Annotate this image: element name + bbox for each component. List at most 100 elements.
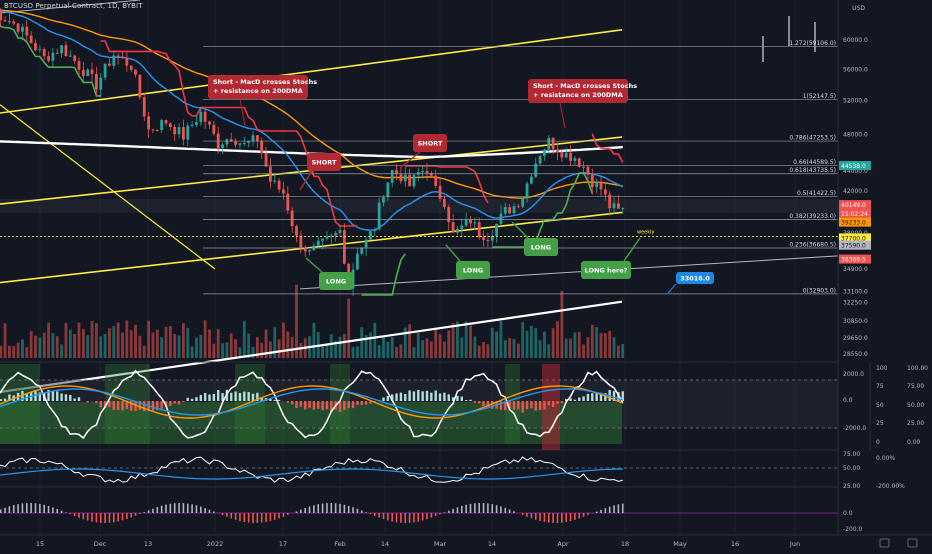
volume-bar <box>330 334 333 358</box>
osc3-histogram-bar <box>526 513 528 517</box>
volume-bar <box>339 337 342 358</box>
volume-bar <box>395 347 398 358</box>
volume-bar <box>60 345 63 358</box>
osc3-histogram-bar <box>104 513 106 523</box>
candle-body <box>265 153 268 166</box>
candle-body <box>574 158 577 161</box>
price-tick: 60000.0 <box>843 37 868 44</box>
candle-body <box>582 167 585 168</box>
candle-body <box>60 45 63 53</box>
macd-histogram-bar <box>191 399 193 401</box>
fib-label: 0(32903.0) <box>803 287 836 294</box>
osc3-histogram-bar <box>339 504 341 513</box>
osc3-histogram-bar <box>244 513 246 522</box>
volume-bar <box>547 344 550 358</box>
osc3-histogram-bar <box>352 507 354 513</box>
volume-bar <box>208 330 211 358</box>
candle-body <box>52 53 55 61</box>
volume-bar <box>143 346 146 358</box>
macd-histogram-bar <box>413 391 415 401</box>
macd-histogram-bar <box>539 401 541 410</box>
candle-body <box>547 138 550 150</box>
osc3-axis-tick: -200.0 <box>843 526 863 533</box>
macd-histogram-bar <box>100 401 102 407</box>
volume-bar <box>460 337 463 358</box>
volume-bar <box>117 322 120 358</box>
time-tick: Mar <box>434 540 447 548</box>
candle-body <box>169 123 172 127</box>
volume-bar <box>221 343 224 358</box>
candle-body <box>12 21 15 23</box>
osc3-histogram-bar <box>444 512 446 513</box>
osc1-right-tick: 0.00 <box>907 439 921 446</box>
candle-body <box>260 141 263 153</box>
candle-body <box>378 203 381 230</box>
candle-body <box>504 207 507 214</box>
candle-body <box>43 49 46 56</box>
macd-histogram-bar <box>382 398 384 401</box>
osc3-histogram-bar <box>48 506 50 513</box>
price-tick: 34900.0 <box>843 266 868 273</box>
volume-bar <box>21 339 24 358</box>
price-badge: 37590.0 <box>841 243 866 250</box>
osc3-histogram-bar <box>300 510 302 513</box>
macd-histogram-bar <box>182 401 184 402</box>
osc3-histogram-bar <box>522 513 524 515</box>
osc3-histogram-bar <box>404 513 406 523</box>
volume-bar <box>34 336 37 358</box>
candle-body <box>478 222 481 237</box>
volume-bar <box>121 333 124 358</box>
volume-bar <box>313 323 316 358</box>
short-note-1-text2: + resistance on 200DMA <box>213 87 303 95</box>
volume-bar <box>147 321 150 358</box>
osc3-histogram-bar <box>418 513 420 522</box>
long-label-2-text: LONG <box>463 267 483 275</box>
short-note-2-text: Short - MacD crosses Stochs <box>533 82 637 90</box>
macd-histogram-bar <box>522 401 524 413</box>
osc3-histogram-bar <box>452 509 454 513</box>
candle-body <box>234 141 237 145</box>
candle-body <box>321 239 324 241</box>
candle-body <box>543 150 546 156</box>
volume-bar <box>169 326 172 358</box>
osc2-axis-tick: 50.00 <box>843 465 860 472</box>
macd-histogram-bar <box>217 390 219 401</box>
osc3-histogram-bar <box>331 503 333 513</box>
candle-body <box>286 194 289 211</box>
osc3-histogram-bar <box>457 507 459 513</box>
candle-body <box>69 56 72 57</box>
macd-histogram-bar <box>230 393 232 401</box>
macd-histogram-bar <box>169 401 171 406</box>
short-note-1-text: Short - MacD crosses Stochs <box>213 78 317 86</box>
osc3-histogram-bar <box>230 513 232 518</box>
volume-bar <box>112 326 115 358</box>
osc1-mid-tick: 25 <box>876 420 884 427</box>
volume-bar <box>443 342 446 358</box>
volume-bar <box>165 327 168 358</box>
candle-body <box>560 152 563 157</box>
osc3-histogram-bar <box>344 505 346 513</box>
fib-label: 0.618(43735.5) <box>789 167 836 174</box>
macd-histogram-bar <box>78 397 80 401</box>
candle-body <box>165 120 168 123</box>
candle-body <box>617 203 620 208</box>
macd-histogram-bar <box>582 396 584 401</box>
osc1-mid-tick: 100 <box>876 365 888 372</box>
candle-body <box>239 143 242 145</box>
volume-bar <box>469 326 472 358</box>
volume-bar <box>578 332 581 358</box>
candle-body <box>365 240 368 248</box>
price-tick: 48000.0 <box>843 131 868 138</box>
osc1-signal-zone <box>235 364 265 444</box>
macd-histogram-bar <box>143 401 145 411</box>
osc3-histogram-bar <box>361 510 363 513</box>
volume-bar <box>487 344 490 358</box>
volume-bar <box>226 342 229 358</box>
candle-body <box>139 75 142 98</box>
osc3-histogram-bar <box>609 507 611 513</box>
macd-histogram-bar <box>195 397 197 401</box>
candle-body <box>391 170 394 183</box>
candle-body <box>369 231 372 240</box>
macd-histogram-bar <box>443 393 445 401</box>
